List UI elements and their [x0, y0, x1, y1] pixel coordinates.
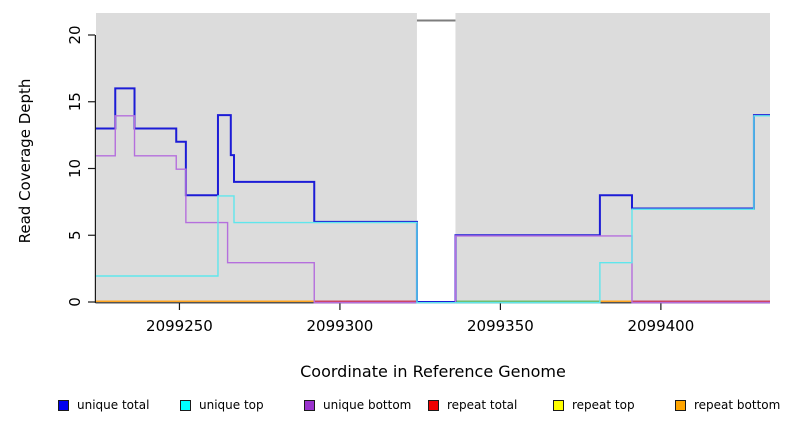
legend-label: unique top	[199, 398, 264, 412]
x-axis-title: Coordinate in Reference Genome	[300, 362, 566, 381]
x-tick-label: 2099400	[627, 317, 694, 335]
legend-label: unique total	[77, 398, 150, 412]
legend-item-unique-total: unique total	[58, 396, 149, 414]
legend-item-repeat-total: repeat total	[428, 396, 517, 414]
y-tick-label: 10	[66, 159, 84, 178]
plot-background-left	[96, 13, 417, 302]
legend-label: repeat total	[447, 398, 518, 412]
plot-background-right	[455, 13, 770, 302]
y-tick-label: 20	[66, 25, 84, 44]
legend-label: unique bottom	[323, 398, 412, 412]
y-tick-label: 15	[66, 92, 84, 111]
legend-item-repeat-bottom: repeat bottom	[675, 396, 780, 414]
legend-label: repeat bottom	[694, 398, 781, 412]
legend-label: repeat top	[572, 398, 635, 412]
series-line-unique-top	[96, 115, 770, 304]
series-line-unique-total	[96, 87, 770, 303]
legend-swatch-icon	[675, 399, 686, 411]
legend-item-unique-top: unique top	[180, 396, 264, 414]
x-tick-label: 2099350	[467, 317, 534, 335]
y-tick-label: 5	[66, 230, 84, 240]
x-tick-label: 2099300	[307, 317, 374, 335]
x-tick-label: 2099250	[146, 317, 213, 335]
legend-swatch-icon	[428, 399, 439, 411]
legend-swatch-icon	[58, 399, 69, 411]
legend-swatch-icon	[304, 399, 315, 411]
y-axis-title: Read Coverage Depth	[16, 78, 34, 244]
legend-item-repeat-top: repeat top	[553, 396, 635, 414]
legend: unique total unique top unique bottom repea…	[0, 396, 792, 420]
series-line-unique-bottom	[96, 115, 770, 304]
y-tick-label: 0	[66, 297, 84, 307]
legend-item-unique-bottom: unique bottom	[304, 396, 411, 414]
legend-swatch-icon	[553, 399, 564, 411]
legend-swatch-icon	[180, 399, 191, 411]
